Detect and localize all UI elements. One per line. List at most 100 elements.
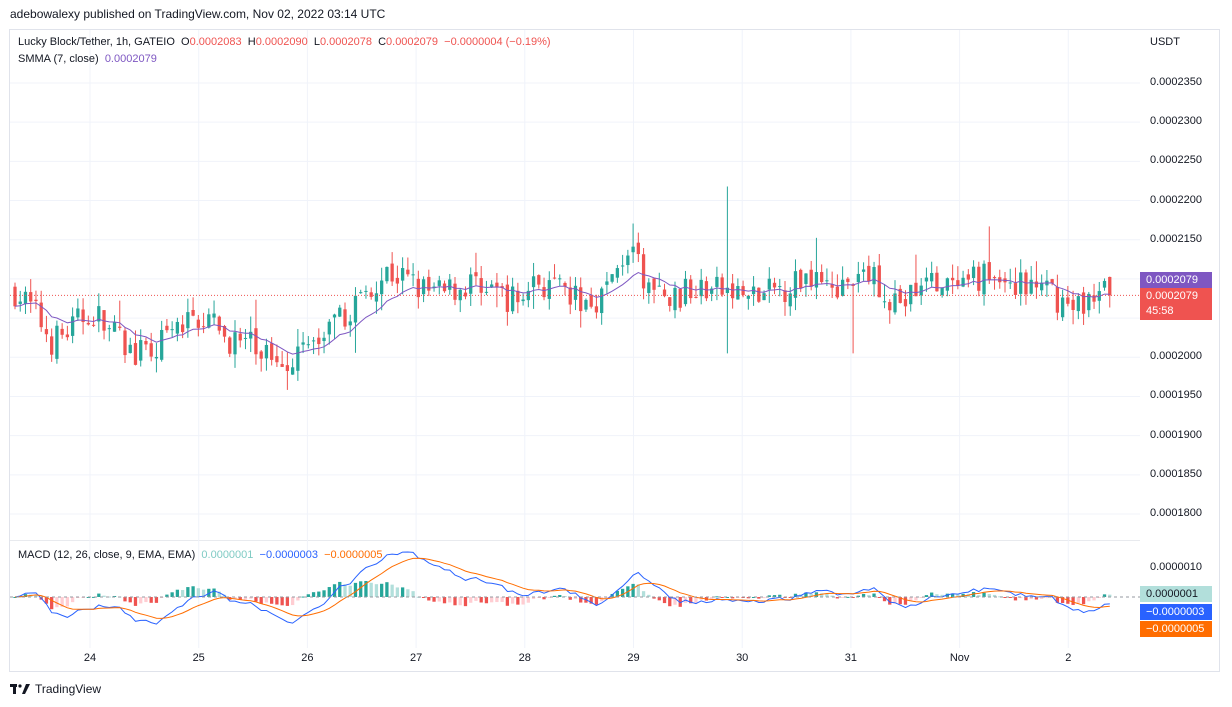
candle-body — [149, 343, 153, 357]
macd-hist-bar — [175, 589, 180, 597]
macd-hist-bar — [317, 591, 321, 597]
macd-hist-bar — [767, 595, 771, 597]
candle-body — [537, 275, 541, 285]
candle-body — [180, 324, 185, 333]
candle-body — [531, 276, 536, 288]
macd-hist-bar — [322, 590, 326, 597]
candle-body — [390, 263, 394, 282]
macd-hist-bar — [882, 597, 887, 602]
tradingview-footer[interactable]: TradingView — [10, 682, 101, 696]
close-value: 0.0002079 — [386, 36, 439, 48]
candle-body — [1060, 297, 1065, 318]
time-tick: 27 — [409, 652, 423, 664]
macd-hist-bar — [689, 597, 693, 604]
candle-body — [615, 268, 620, 278]
macd-hist-bar — [877, 597, 881, 598]
candle-body — [945, 278, 950, 291]
macd-hist-bar — [940, 594, 944, 597]
candle-body — [102, 310, 106, 331]
candle-body — [50, 336, 54, 355]
macd-hist-bar — [872, 593, 876, 597]
macd-hist-bar — [909, 597, 913, 602]
macd-hist-bar — [463, 597, 468, 607]
macd-hist-bar — [579, 597, 583, 603]
candle-body — [919, 285, 923, 296]
price-chart[interactable] — [10, 30, 1140, 540]
last-price-tag: 0.0002079 45:58 — [1140, 288, 1212, 320]
candle-body — [249, 331, 253, 339]
candle-body — [552, 277, 557, 279]
candle-body — [730, 283, 735, 299]
macd-chart[interactable] — [10, 540, 1140, 648]
macd-hist-bar — [636, 584, 640, 597]
candle-body — [804, 273, 808, 284]
macd-hist-bar — [170, 592, 174, 597]
macd-hist-bar — [385, 582, 389, 597]
smma-label: SMMA (7, close) — [18, 53, 99, 65]
macd-hist-bar — [1040, 597, 1044, 599]
macd-hist-bar — [516, 597, 520, 605]
candle-body — [144, 341, 148, 345]
candle-body — [647, 282, 651, 294]
candle-body — [872, 267, 876, 285]
candle-body — [275, 356, 279, 363]
macd-hist-bar — [238, 597, 242, 601]
candle-body — [778, 286, 782, 288]
macd-hist-bar — [479, 597, 483, 603]
macd-hist-bar — [542, 597, 546, 600]
candle-body — [1013, 283, 1018, 295]
candle-body — [987, 262, 991, 280]
candle-body — [924, 277, 929, 282]
low-value: 0.0002078 — [319, 36, 372, 48]
macd-hist-bar — [1071, 597, 1075, 605]
candle-body — [626, 255, 630, 266]
macd-hist-bar — [830, 595, 834, 597]
candle-body — [909, 284, 913, 305]
candle-body — [992, 277, 997, 279]
candle-body — [820, 272, 824, 283]
currency-label: USDT — [1150, 36, 1180, 48]
macd-hist-bar — [50, 597, 54, 610]
macd-signal-value: −0.0000005 — [324, 549, 383, 561]
candle-body — [542, 287, 546, 298]
candle-body — [165, 325, 169, 331]
macd-hist-bar — [196, 588, 200, 597]
macd-hist-bar — [856, 595, 860, 597]
time-tick: 24 — [83, 652, 97, 664]
candle-body — [322, 337, 326, 342]
macd-hist-bar — [526, 597, 530, 603]
bar-countdown: 45:58 — [1146, 305, 1174, 317]
candle-body — [710, 288, 714, 294]
macd-hist-bar — [778, 594, 782, 597]
macd-hist-bar — [270, 597, 274, 604]
macd-hist-bar — [888, 597, 892, 605]
macd-hist-bar — [395, 587, 400, 597]
macd-hist-bar — [332, 584, 337, 597]
candle-body — [699, 279, 703, 297]
macd-hist-bar — [987, 594, 991, 597]
candle-body — [930, 272, 934, 282]
macd-hist-bar — [311, 592, 316, 597]
macd-hist-bar — [139, 597, 143, 604]
candle-body — [620, 265, 625, 267]
candle-body — [898, 288, 902, 303]
macd-hist-bar — [259, 597, 263, 604]
macd-line-value: −0.0000003 — [259, 549, 318, 561]
candle-body — [139, 340, 143, 361]
candle-body — [1076, 296, 1080, 312]
candle-body — [1008, 282, 1012, 284]
candle-body — [348, 321, 352, 326]
candle-body — [437, 280, 441, 286]
candle-body — [1019, 272, 1023, 294]
macd-hist-bar — [495, 597, 499, 603]
time-tick: 2 — [1065, 652, 1072, 664]
candle-body — [977, 266, 981, 291]
candle-body — [678, 288, 682, 308]
candle-body — [369, 292, 373, 297]
time-tick: 31 — [844, 652, 858, 664]
macd-hist-bar — [432, 597, 436, 602]
macd-hist-bar — [427, 597, 431, 601]
candle-body — [175, 321, 180, 334]
candle-body — [594, 306, 599, 313]
smma-line — [14, 272, 1110, 355]
